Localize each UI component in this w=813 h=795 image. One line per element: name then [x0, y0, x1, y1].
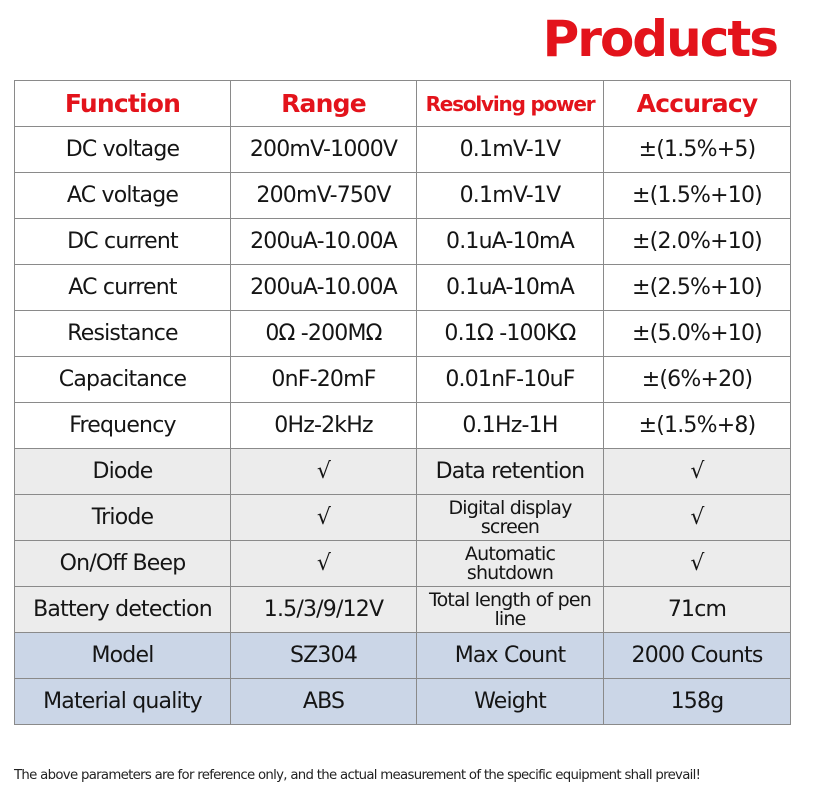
column-header: Range [230, 80, 417, 127]
table-cell: ABS [230, 678, 417, 725]
table-cell: Data retention [416, 448, 604, 495]
table-cell: AC voltage [14, 172, 231, 219]
table-cell: 0Hz-2kHz [230, 402, 417, 449]
table-cell: 0.1mV-1V [416, 172, 604, 219]
table-cell: √ [603, 494, 791, 541]
table-cell: 200uA-10.00A [230, 264, 417, 311]
table-cell: 0nF-20mF [230, 356, 417, 403]
title: Products [542, 10, 779, 68]
column-header: Function [14, 80, 231, 127]
table-cell: √ [230, 540, 417, 587]
table-cell: Digital display screen [416, 494, 604, 541]
table-cell: Weight [416, 678, 604, 725]
table-cell: Capacitance [14, 356, 231, 403]
table-body: DC voltage 200mV-1000V 0.1mV-1V ±(1.5%+5) AC… [14, 126, 791, 725]
table-row: Resistance 0Ω -200MΩ 0.1Ω -100KΩ ±(5.0%+10) [14, 310, 791, 357]
table-row: Model SZ304 Max Count 2000 Counts [14, 632, 791, 679]
table-cell: ±(1.5%+8) [603, 402, 791, 449]
table-row: Triode √ Digital display screen √ [14, 494, 791, 541]
table-row: Material quality ABS Weight 158g [14, 678, 791, 725]
table-row: On/Off Beep √ Automatic shutdown √ [14, 540, 791, 587]
footnote: The above parameters are for reference o… [14, 768, 701, 783]
table-row: AC voltage 200mV-750V 0.1mV-1V ±(1.5%+10) [14, 172, 791, 219]
table-cell: ±(2.0%+10) [603, 218, 791, 265]
table-row: Diode √ Data retention √ [14, 448, 791, 495]
table-cell: Battery detection [14, 586, 231, 633]
table-row: Capacitance 0nF-20mF 0.01nF-10uF ±(6%+20) [14, 356, 791, 403]
table-cell: 0.1Hz-1H [416, 402, 604, 449]
table-cell: Diode [14, 448, 231, 495]
table-cell: ±(2.5%+10) [603, 264, 791, 311]
table-cell: 0Ω -200MΩ [230, 310, 417, 357]
table-cell: ±(1.5%+5) [603, 126, 791, 173]
table-cell: 0.1Ω -100KΩ [416, 310, 604, 357]
table-cell: 0.01nF-10uF [416, 356, 604, 403]
table-cell: Frequency [14, 402, 231, 449]
table-cell: 200mV-750V [230, 172, 417, 219]
table-cell: Total length of pen line [416, 586, 604, 633]
table-cell: 2000 Counts [603, 632, 791, 679]
table-cell: ±(5.0%+10) [603, 310, 791, 357]
table-head: Function Range Resolving power Accuracy [14, 80, 791, 127]
table-cell: DC current [14, 218, 231, 265]
table-row: AC current 200uA-10.00A 0.1uA-10mA ±(2.5%+1… [14, 264, 791, 311]
table-cell: 0.1uA-10mA [416, 218, 604, 265]
table-row: DC current 200uA-10.00A 0.1uA-10mA ±(2.0%+1… [14, 218, 791, 265]
table-cell: 158g [603, 678, 791, 725]
table-cell: SZ304 [230, 632, 417, 679]
table-cell: ±(6%+20) [603, 356, 791, 403]
table-cell: 71cm [603, 586, 791, 633]
table-cell: ±(1.5%+10) [603, 172, 791, 219]
table-cell: 0.1uA-10mA [416, 264, 604, 311]
table-row: Battery detection 1.5/3/9/12V Total length… [14, 586, 791, 633]
table-cell: 200uA-10.00A [230, 218, 417, 265]
table-row: DC voltage 200mV-1000V 0.1mV-1V ±(1.5%+5) [14, 126, 791, 173]
table-cell: √ [603, 448, 791, 495]
table-cell: AC current [14, 264, 231, 311]
header-row: Function Range Resolving power Accuracy [14, 80, 791, 127]
table-cell: Triode [14, 494, 231, 541]
table-cell: √ [603, 540, 791, 587]
table-cell: 200mV-1000V [230, 126, 417, 173]
table-cell: Material quality [14, 678, 231, 725]
spec-table: Function Range Resolving power Accuracy DC … [14, 80, 791, 725]
table-cell: On/Off Beep [14, 540, 231, 587]
table-cell: 0.1mV-1V [416, 126, 604, 173]
table-cell: Model [14, 632, 231, 679]
table-cell: Max Count [416, 632, 604, 679]
column-header: Accuracy [603, 80, 791, 127]
table-row: Frequency 0Hz-2kHz 0.1Hz-1H ±(1.5%+8) [14, 402, 791, 449]
table-cell: Resistance [14, 310, 231, 357]
table-cell: √ [230, 448, 417, 495]
table-cell: 1.5/3/9/12V [230, 586, 417, 633]
table-cell: Automatic shutdown [416, 540, 604, 587]
table-cell: √ [230, 494, 417, 541]
column-header: Resolving power [416, 80, 604, 127]
table-cell: DC voltage [14, 126, 231, 173]
